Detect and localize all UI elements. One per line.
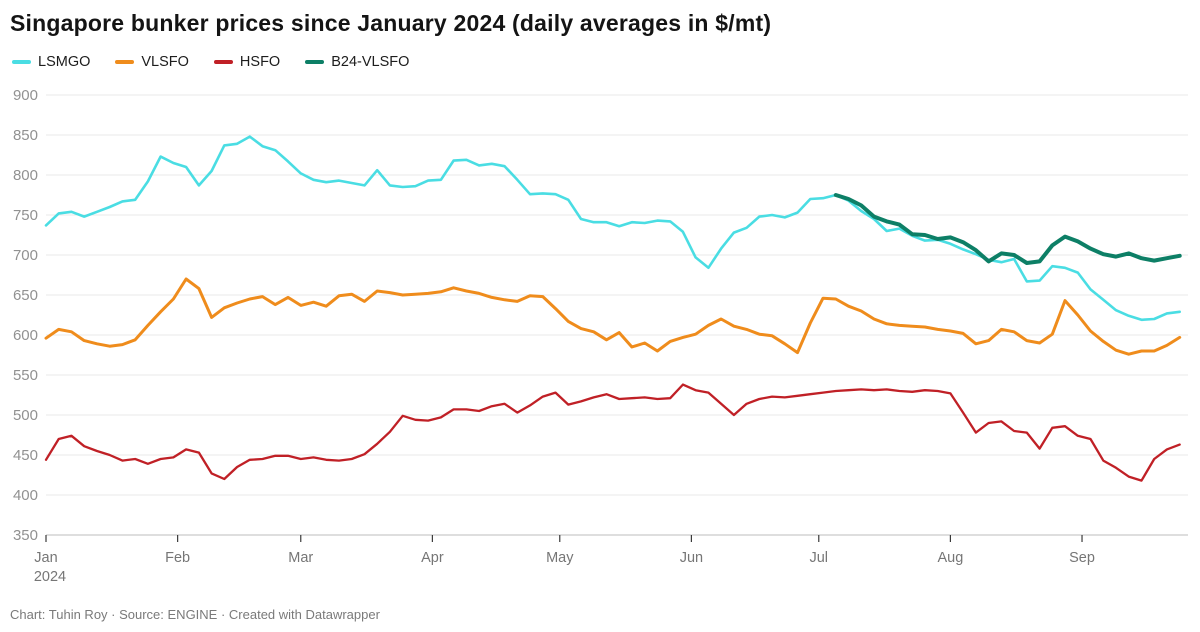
y-axis-label-600: 600 (13, 327, 38, 344)
y-axis-label-800: 800 (13, 167, 38, 184)
y-axis-label-850: 850 (13, 127, 38, 144)
series-line-hsfo (44, 383, 1181, 482)
b24-vlsfo-line-swatch-icon (305, 60, 325, 64)
hsfo-line-swatch-icon (213, 60, 233, 64)
y-axis-label-900: 900 (13, 87, 38, 104)
legend-item-b24-vlsfo: B24-VLSFO (305, 54, 409, 70)
x-axis-label-may: May (546, 550, 574, 566)
legend-item-hsfo: HSFO (213, 54, 281, 70)
series-line-lsmgo (44, 135, 1181, 322)
legend-label: HSFO (239, 54, 281, 70)
x-axis-label-aug: Aug (937, 550, 963, 566)
series-line-vlsfo (44, 277, 1182, 356)
legend-label: VLSFO (141, 54, 189, 70)
attribution-footer: Chart: Tuhin Roy · Source: ENGINE · Crea… (10, 607, 380, 622)
y-axis-label-550: 550 (13, 367, 38, 384)
y-axis-label-350: 350 (13, 527, 38, 544)
x-axis-label-jun: Jun (680, 550, 703, 566)
y-axis-label-650: 650 (13, 287, 38, 304)
vlsfo-line-swatch-icon (115, 60, 135, 64)
y-axis-label-500: 500 (13, 407, 38, 424)
page-title: Singapore bunker prices since January 20… (10, 10, 772, 36)
x-axis-label-apr: Apr (421, 550, 444, 566)
legend-item-lsmgo: LSMGO (12, 54, 90, 70)
y-axis-label-450: 450 (13, 447, 38, 464)
x-axis-label-jul: Jul (809, 550, 828, 566)
x-axis-sublabel-year: 2024 (34, 569, 66, 585)
y-axis-label-700: 700 (13, 247, 38, 264)
lsmgo-line-swatch-icon (12, 60, 31, 64)
y-axis-label-750: 750 (13, 207, 38, 224)
x-axis-label-jan: Jan (34, 550, 57, 566)
legend-label: B24-VLSFO (331, 54, 410, 70)
x-axis-label-mar: Mar (288, 550, 313, 566)
x-axis-label-sep: Sep (1069, 550, 1095, 566)
chart-legend: LSMGO VLSFO HSFO B24-VLSFO (12, 54, 409, 70)
x-axis-label-feb: Feb (165, 550, 190, 566)
legend-label: LSMGO (38, 54, 91, 70)
legend-item-vlsfo: VLSFO (115, 54, 189, 70)
series-line-b24-vlsfo (833, 193, 1182, 265)
y-axis-label-400: 400 (13, 487, 38, 504)
